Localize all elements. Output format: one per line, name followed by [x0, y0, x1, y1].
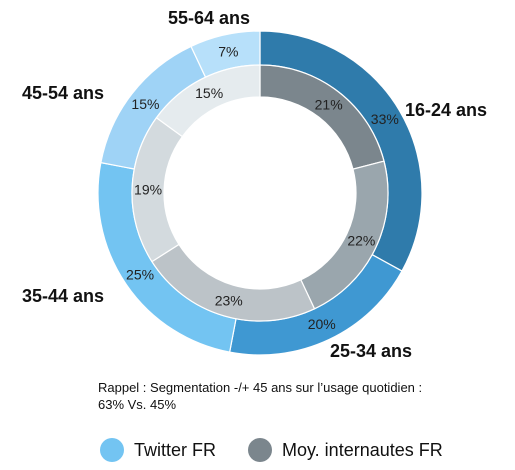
category-label-25-34: 25-34 ans — [330, 341, 412, 361]
percent-labels: 33% 20% 25% 15% 7% 21% 22% 23% 19% 15% — [126, 43, 399, 332]
percent-label-inner-3: 19% — [134, 181, 162, 197]
percent-label-outer-2: 25% — [126, 267, 154, 283]
percent-label-inner-4: 15% — [195, 85, 223, 101]
legend-item-twitter: Twitter FR — [100, 438, 216, 462]
legend-item-average: Moy. internautes FR — [248, 438, 443, 462]
category-label-55-64: 55-64 ans — [168, 8, 250, 28]
legend-label-twitter: Twitter FR — [134, 439, 217, 460]
percent-label-inner-1: 22% — [347, 233, 375, 249]
legend-swatch-average — [248, 438, 273, 462]
percent-label-outer-0: 33% — [371, 111, 399, 127]
percent-label-outer-3: 15% — [131, 96, 159, 112]
legend-label-average: Moy. internautes FR — [282, 439, 443, 460]
percent-label-outer-4: 7% — [218, 43, 238, 59]
donut-chart: 33%20%25%15%7%21%22%23%19%15% 55-64 ans … — [22, 8, 487, 361]
slice-inner-4 — [155, 64, 261, 138]
percent-label-inner-0: 21% — [315, 97, 343, 113]
category-label-35-44: 35-44 ans — [22, 286, 104, 306]
legend: Twitter FR Moy. internautes FR — [100, 437, 475, 463]
percent-label-inner-2: 23% — [215, 293, 243, 309]
legend-swatch-twitter — [100, 438, 124, 462]
category-label-45-54: 45-54 ans — [22, 83, 104, 103]
percent-label-outer-1: 20% — [308, 316, 336, 332]
segmentation-note: Rappel : Segmentation -/+ 45 ans sur l’u… — [98, 380, 423, 412]
category-label-16-24: 16-24 ans — [405, 100, 487, 120]
inner-ring-average — [131, 64, 389, 322]
